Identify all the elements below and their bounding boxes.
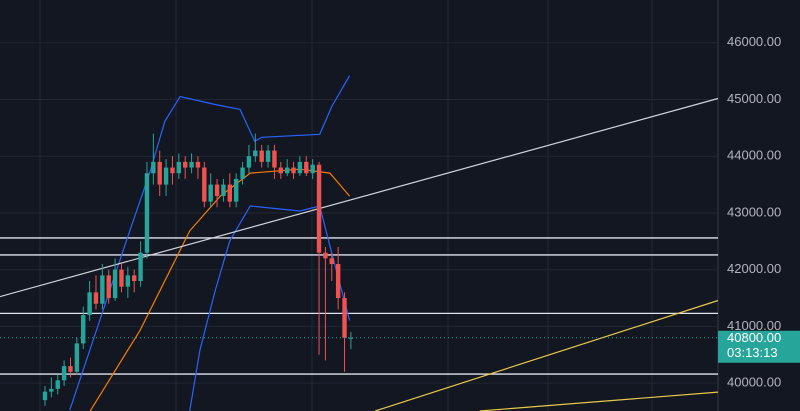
indicator-line — [479, 391, 719, 411]
candle-body — [195, 161, 201, 168]
candle-body — [81, 315, 86, 344]
candle-body — [259, 150, 264, 162]
candle-body — [329, 258, 334, 265]
candle-body — [183, 161, 188, 168]
candle-body — [202, 167, 207, 202]
candle-body — [208, 184, 213, 202]
candle-body — [93, 292, 99, 304]
candle-body — [106, 275, 111, 299]
candle-body — [55, 380, 60, 389]
candle-body — [144, 173, 150, 253]
candle-body — [253, 150, 258, 157]
candle-body — [284, 167, 290, 174]
candle-body — [87, 292, 92, 316]
y-tick-label: 45000.00 — [727, 91, 781, 106]
candle-body — [297, 161, 303, 174]
indicator-line — [374, 299, 719, 411]
candle-body — [304, 161, 309, 174]
candle-body — [170, 167, 175, 174]
y-tick-label: 46000.00 — [727, 34, 781, 49]
candle-body — [342, 298, 347, 338]
candle-body — [157, 161, 162, 185]
candle-body — [316, 164, 322, 253]
candle-body — [74, 343, 80, 372]
candle-body — [221, 184, 226, 196]
candle-body — [125, 275, 131, 287]
candle-body — [42, 391, 48, 401]
candle-body — [61, 366, 67, 381]
indicator-line — [189, 205, 351, 411]
candle-body — [176, 161, 182, 174]
candle-body — [278, 167, 284, 174]
candle-body — [348, 337, 354, 339]
candle-body — [49, 388, 54, 392]
candle-body — [132, 275, 137, 282]
y-tick-label: 44000.00 — [727, 148, 781, 163]
candle-body — [310, 164, 315, 174]
candle-body — [68, 366, 73, 372]
candle-body — [163, 167, 169, 185]
last-price-box — [718, 330, 800, 363]
candle-body — [214, 184, 220, 196]
vertical-grid — [39, 0, 653, 411]
candle-body — [265, 150, 271, 162]
indicator-line — [0, 97, 719, 298]
candle-body — [335, 264, 341, 299]
candle-body — [112, 269, 118, 299]
y-tick-label: 42000.00 — [727, 261, 781, 276]
candle-body — [151, 161, 156, 174]
candle-body — [240, 167, 245, 179]
last-price-label: 40800.00 — [727, 330, 781, 345]
y-tick-label: 40000.00 — [727, 375, 781, 390]
candle-body — [227, 184, 233, 202]
y-tick-label: 43000.00 — [727, 204, 781, 219]
candle-body — [246, 156, 252, 168]
countdown-label: 03:13:13 — [727, 345, 778, 360]
candle-body — [100, 275, 105, 304]
candle-body — [323, 252, 328, 259]
candle-body — [138, 252, 143, 282]
candle-body — [119, 269, 124, 287]
candle-body — [233, 178, 239, 202]
candle-body — [272, 150, 277, 168]
y-tick-label: 41000.00 — [727, 318, 781, 333]
candle-body — [189, 161, 194, 168]
candle-body — [291, 167, 296, 174]
